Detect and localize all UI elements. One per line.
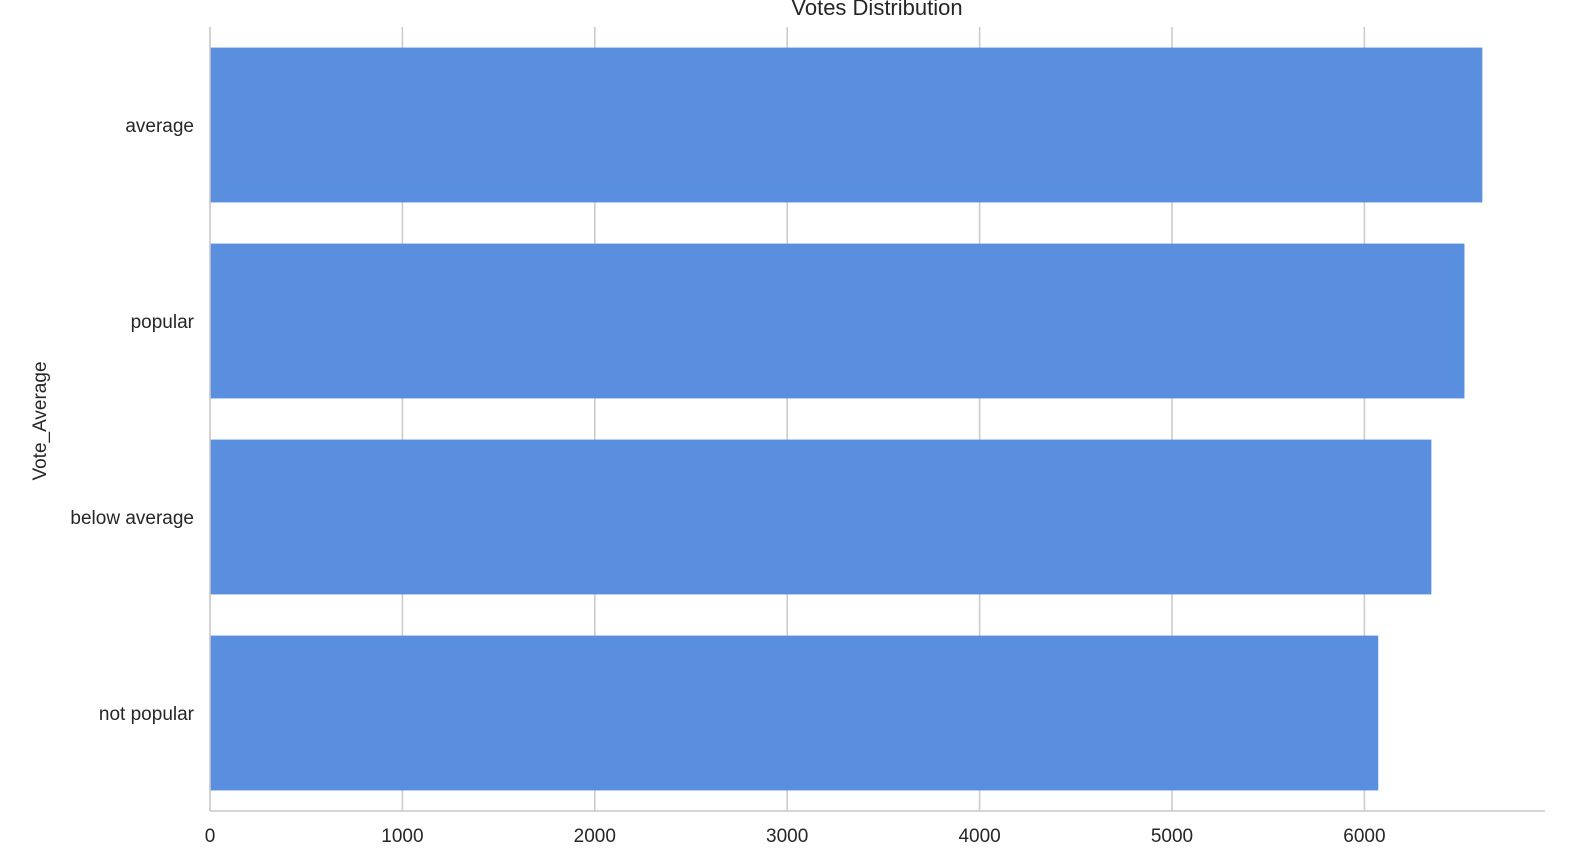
x-tick-labels: 0 1000 2000 3000 4000 5000 6000	[205, 826, 1386, 847]
x-tick-label: 0	[205, 826, 216, 847]
y-axis-title: Vote_Average	[30, 361, 51, 480]
y-tick-labels: average popular below average not popular	[70, 116, 194, 725]
y-tick-label: below average	[70, 508, 194, 529]
x-tick-label: 3000	[766, 826, 808, 847]
bar-average	[210, 47, 1483, 203]
y-tick-label: not popular	[99, 704, 195, 725]
bar-not-popular	[210, 635, 1379, 791]
x-tick-label: 5000	[1151, 826, 1193, 847]
y-tick-label: average	[125, 116, 194, 137]
y-tick-label: popular	[131, 312, 195, 333]
x-tick-label: 2000	[574, 826, 616, 847]
chart-title: Votes Distribution	[791, 0, 962, 20]
bar-below-average	[210, 439, 1432, 595]
bars	[210, 47, 1483, 791]
x-tick-label: 4000	[958, 826, 1000, 847]
x-tick-label: 1000	[381, 826, 423, 847]
bar-popular	[210, 243, 1465, 399]
x-tick-label: 6000	[1343, 826, 1385, 847]
